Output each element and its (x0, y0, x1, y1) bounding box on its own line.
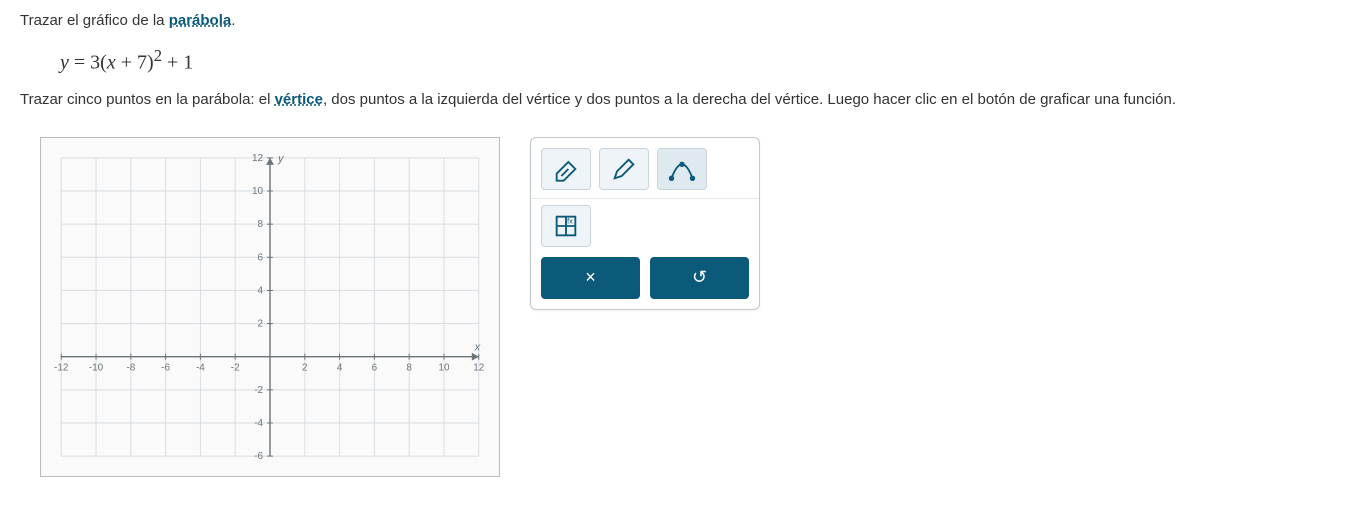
intro-post: . (231, 12, 235, 29)
grid-icon: fx (552, 212, 580, 240)
svg-text:4: 4 (258, 285, 264, 296)
clear-button[interactable]: × (541, 257, 640, 299)
svg-text:-10: -10 (89, 362, 104, 373)
svg-text:6: 6 (258, 252, 264, 263)
svg-text:x: x (474, 341, 481, 353)
svg-text:10: 10 (252, 186, 264, 197)
grid-tool[interactable]: fx (541, 205, 591, 247)
pencil-tool[interactable] (599, 148, 649, 190)
pencil-icon (610, 155, 638, 183)
question-instruction: Trazar cinco puntos en la parábola: el v… (20, 89, 1343, 112)
close-icon: × (585, 267, 596, 288)
svg-text:-2: -2 (254, 384, 263, 395)
svg-text:-6: -6 (254, 451, 263, 462)
instruction-pre: Trazar cinco puntos en la parábola: el (20, 91, 275, 108)
intro-pre: Trazar el gráfico de la (20, 12, 169, 29)
svg-text:12: 12 (252, 153, 264, 164)
svg-text:-2: -2 (231, 362, 240, 373)
question-intro: Trazar el gráfico de la parábola. (20, 10, 1343, 33)
undo-button[interactable]: ↺ (650, 257, 749, 299)
svg-text:6: 6 (372, 362, 378, 373)
svg-text:8: 8 (258, 219, 264, 230)
svg-text:4: 4 (337, 362, 343, 373)
svg-text:2: 2 (302, 362, 308, 373)
svg-text:-8: -8 (126, 362, 135, 373)
svg-text:fx: fx (567, 218, 573, 225)
toolbar: fx × ↺ (530, 137, 760, 310)
svg-text:8: 8 (406, 362, 412, 373)
curve-icon (668, 155, 696, 183)
svg-text:-12: -12 (54, 362, 69, 373)
svg-text:-4: -4 (196, 362, 205, 373)
svg-text:-4: -4 (254, 418, 263, 429)
svg-text:2: 2 (258, 318, 264, 329)
undo-icon: ↺ (692, 267, 707, 288)
instruction-post: , dos puntos a la izquierda del vértice … (323, 91, 1176, 108)
parabola-link[interactable]: parábola (169, 12, 232, 29)
vertice-link[interactable]: vértice (275, 91, 323, 108)
graph-canvas[interactable]: -12-10-8-6-4-224681012-6-4-224681012xy (40, 137, 500, 477)
eraser-tool[interactable] (541, 148, 591, 190)
eraser-icon (552, 155, 580, 183)
curve-tool[interactable] (657, 148, 707, 190)
equation: y = 3(x + 7)2 + 1 (60, 43, 1343, 78)
svg-text:12: 12 (473, 362, 485, 373)
svg-text:10: 10 (438, 362, 450, 373)
svg-text:-6: -6 (161, 362, 170, 373)
